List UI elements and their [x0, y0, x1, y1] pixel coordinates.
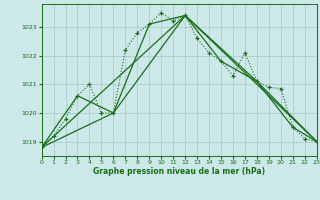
- X-axis label: Graphe pression niveau de la mer (hPa): Graphe pression niveau de la mer (hPa): [93, 167, 265, 176]
